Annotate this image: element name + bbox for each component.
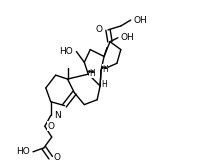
Text: O: O (95, 25, 102, 34)
Text: N: N (54, 111, 60, 120)
Text: OH: OH (134, 16, 147, 25)
Text: H: H (89, 69, 95, 78)
Text: H: H (102, 65, 108, 74)
Text: HO: HO (59, 47, 72, 56)
Text: H: H (101, 81, 107, 89)
Text: OH: OH (121, 33, 135, 42)
Text: O: O (48, 122, 55, 131)
Text: O: O (54, 153, 61, 162)
Text: HO: HO (16, 147, 30, 156)
